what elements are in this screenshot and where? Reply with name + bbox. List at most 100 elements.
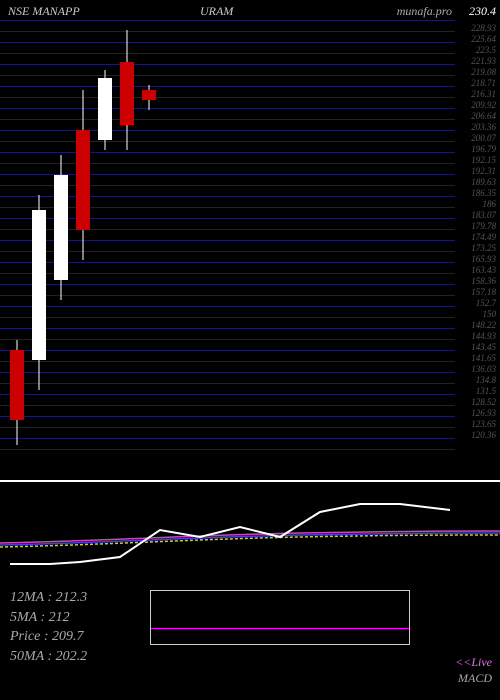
price-tick: 173.25	[471, 244, 496, 253]
candlestick	[120, 0, 134, 480]
price-tick: 206.64	[471, 112, 496, 121]
grid-line	[0, 361, 455, 362]
candlestick	[10, 0, 24, 480]
grid-line	[0, 295, 455, 296]
candlestick	[54, 0, 68, 480]
grid-line	[0, 119, 455, 120]
price-tick: 152.7	[476, 299, 496, 308]
ma50-label: 50MA :	[10, 649, 52, 664]
candlestick	[142, 0, 156, 480]
price-chart-panel: NSE MANAPP URAM munafa.pro 230.4 228.932…	[0, 0, 500, 480]
price-tick: 150	[483, 310, 497, 319]
candle-body	[120, 62, 134, 125]
top-price-label: 230.4	[469, 4, 496, 19]
price-tick: 131.5	[476, 387, 496, 396]
price-tick: 123.65	[471, 420, 496, 429]
price-tick: 144.93	[471, 332, 496, 341]
price-value: 209.7	[52, 629, 84, 644]
price-tick: 143.45	[471, 343, 496, 352]
grid-line	[0, 284, 455, 285]
grid-line	[0, 438, 455, 439]
price-tick: 218.71	[471, 79, 496, 88]
grid-line	[0, 20, 455, 21]
candle-body	[32, 210, 46, 360]
grid-line	[0, 218, 455, 219]
ma5-label: 5MA :	[10, 610, 45, 625]
price-tick: 219.08	[471, 68, 496, 77]
ma12-value: 212.3	[56, 590, 88, 605]
grid-line	[0, 141, 455, 142]
price-tick: 186	[483, 200, 497, 209]
grid-line	[0, 152, 455, 153]
price-tick: 179.78	[471, 222, 496, 231]
price-tick: 196.79	[471, 145, 496, 154]
price-tick: 134.8	[476, 376, 496, 385]
price-tick: 165.93	[471, 255, 496, 264]
grid-line	[0, 449, 455, 450]
grid-line	[0, 427, 455, 428]
price-tick: 158.36	[471, 277, 496, 286]
live-label: <<Live	[455, 655, 492, 670]
symbol-label: URAM	[200, 4, 233, 19]
chart-plot-area	[0, 20, 455, 480]
price-tick: 157.18	[471, 288, 496, 297]
price-tick: 174.49	[471, 233, 496, 242]
price-tick: 223.5	[476, 46, 496, 55]
candle-body	[76, 130, 90, 230]
price-label: Price :	[10, 629, 48, 644]
price-tick: 200.07	[471, 134, 496, 143]
grid-line	[0, 394, 455, 395]
grid-line	[0, 31, 455, 32]
price-tick: 189.63	[471, 178, 496, 187]
grid-line	[0, 174, 455, 175]
grid-line	[0, 273, 455, 274]
grid-line	[0, 53, 455, 54]
grid-line	[0, 251, 455, 252]
ma12-label: 12MA :	[10, 590, 52, 605]
ma50-value: 202.2	[56, 649, 88, 664]
candle-body	[54, 175, 68, 280]
info-panel: 12MA : 212.3 5MA : 212 Price : 209.7 50M…	[0, 580, 500, 700]
price-tick: 136.03	[471, 365, 496, 374]
price-tick: 128.52	[471, 398, 496, 407]
grid-line	[0, 229, 455, 230]
price-tick: 183.07	[471, 211, 496, 220]
price-tick: 192.31	[471, 167, 496, 176]
price-tick: 192.15	[471, 156, 496, 165]
grid-line	[0, 339, 455, 340]
price-tick: 120.36	[471, 431, 496, 440]
grid-line	[0, 262, 455, 263]
watermark: munafa.pro	[397, 4, 452, 19]
grid-line	[0, 416, 455, 417]
grid-line	[0, 317, 455, 318]
price-tick: 228.93	[471, 24, 496, 33]
grid-line	[0, 405, 455, 406]
grid-line	[0, 86, 455, 87]
candlestick	[98, 0, 112, 480]
price-tick: 141.65	[471, 354, 496, 363]
grid-line	[0, 306, 455, 307]
macd-panel	[0, 480, 500, 580]
ma5-value: 212	[49, 610, 70, 625]
grid-line	[0, 42, 455, 43]
grid-line	[0, 207, 455, 208]
price-tick: 209.92	[471, 101, 496, 110]
candlestick	[76, 0, 90, 480]
grid-line	[0, 108, 455, 109]
grid-line	[0, 350, 455, 351]
candle-body	[142, 90, 156, 100]
price-tick: 203.36	[471, 123, 496, 132]
grid-line	[0, 130, 455, 131]
price-tick: 148.22	[471, 321, 496, 330]
price-tick: 163.43	[471, 266, 496, 275]
grid-line	[0, 64, 455, 65]
grid-line	[0, 240, 455, 241]
macd-label: MACD	[458, 671, 492, 686]
candlestick	[32, 0, 46, 480]
grid-line	[0, 97, 455, 98]
grid-line	[0, 383, 455, 384]
price-tick: 216.31	[471, 90, 496, 99]
grid-line	[0, 185, 455, 186]
grid-line	[0, 75, 455, 76]
price-tick: 186.35	[471, 189, 496, 198]
